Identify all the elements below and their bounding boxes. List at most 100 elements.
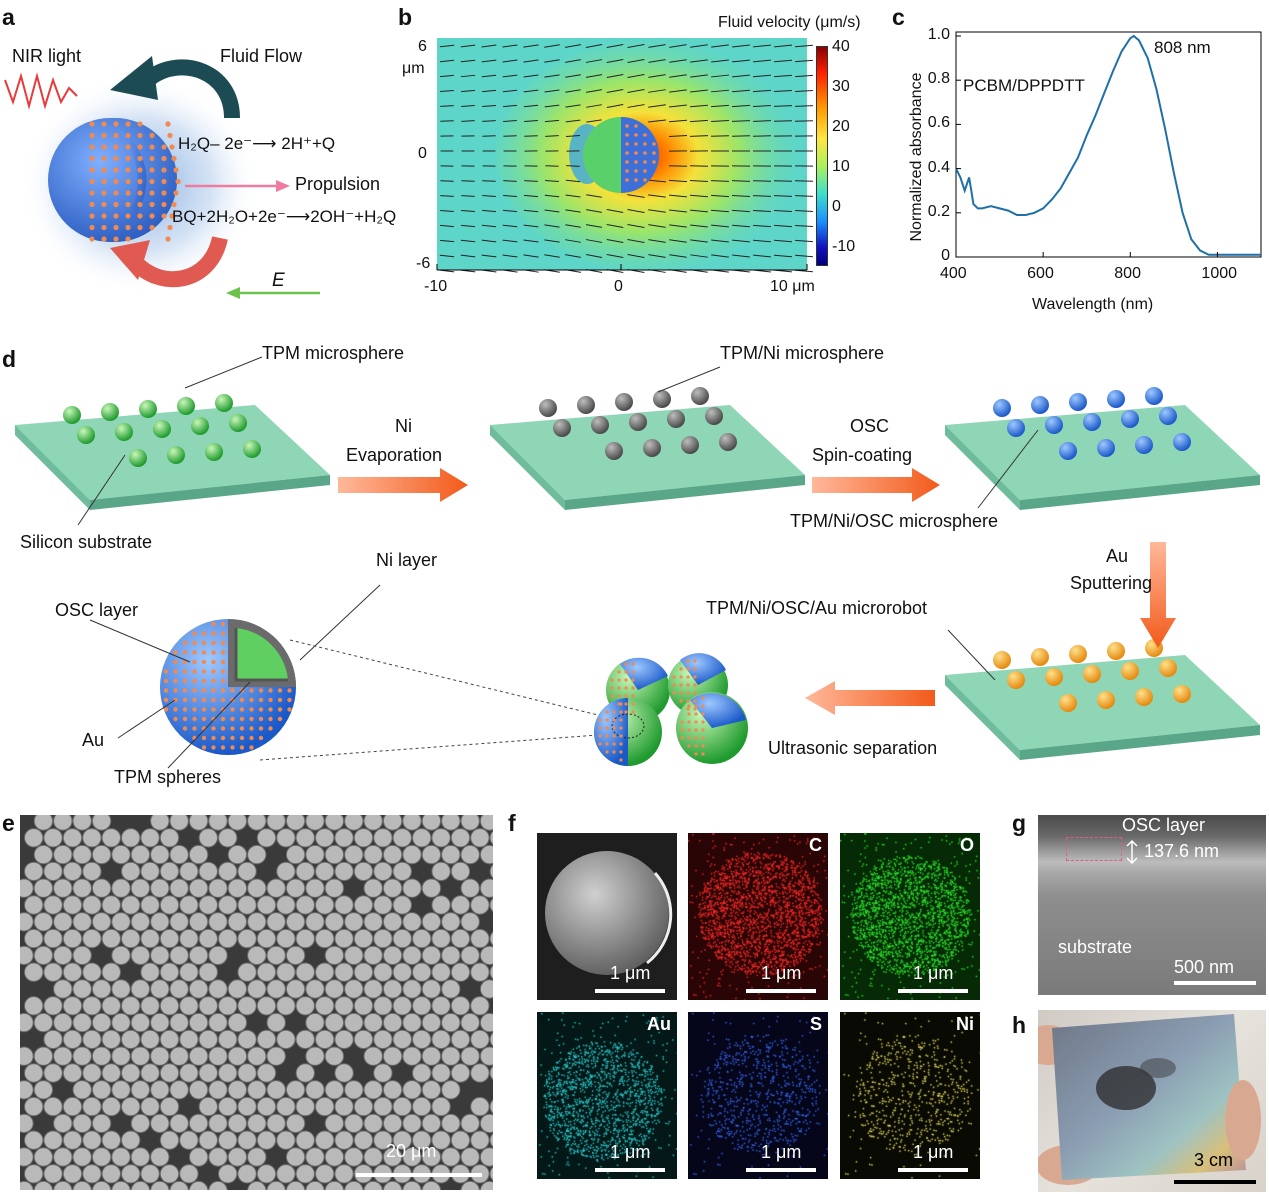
sem-cross-section: OSC layer 137.6 nm substrate 500 nm	[1038, 815, 1266, 995]
fluid-flow-arrow-top	[145, 59, 240, 119]
c-peak-label: 808 nm	[1154, 38, 1211, 57]
substrate-sphere	[1083, 665, 1101, 683]
f4-scale-label: 1 μm	[761, 1142, 802, 1162]
cutaway-sphere	[160, 619, 296, 755]
arrow-osc-spin	[812, 468, 940, 502]
substrate-sphere	[643, 439, 661, 457]
substrate-sphere	[1059, 442, 1077, 460]
substrate-sphere	[993, 651, 1011, 669]
c-ytick-label: 0.2	[927, 202, 950, 220]
substrate-sphere	[191, 417, 209, 435]
label-spin-coating-step: Spin-coating	[812, 445, 913, 465]
substrate-sphere	[1097, 691, 1115, 709]
e-scalebar	[356, 1173, 482, 1177]
substrate-sphere	[1107, 390, 1125, 408]
label-ultrasonic: Ultrasonic separation	[768, 738, 938, 758]
c-xlabel: Wavelength (nm)	[1032, 296, 1154, 313]
h-scalebar	[1174, 1180, 1256, 1184]
field-label: E	[272, 270, 285, 291]
f3-element: Au	[647, 1014, 671, 1034]
janus-cluster	[594, 653, 748, 766]
substrate-sphere	[229, 414, 247, 432]
label-osc-layer: OSC layer	[55, 600, 139, 620]
panel-label-d: d	[2, 346, 17, 372]
panel-label-g: g	[1012, 810, 1027, 836]
velocity-field-map	[437, 38, 814, 273]
eds-map-o: O 1 μm	[840, 833, 980, 1000]
arrow-au-sputter	[1140, 542, 1176, 648]
cbar-40: 40	[832, 38, 850, 55]
panel-label-a: a	[2, 4, 15, 30]
substrate-sphere	[167, 446, 185, 464]
substrate-sphere	[115, 423, 133, 441]
substrate-sphere	[205, 443, 223, 461]
f5-scalebar	[898, 1168, 968, 1172]
label-silicon-substrate: Silicon substrate	[20, 532, 153, 552]
f1-scalebar	[746, 989, 816, 993]
substrate-sphere	[153, 420, 171, 438]
panel-label-e: e	[2, 810, 15, 836]
g-scalebar	[1174, 981, 1256, 985]
c-xtick-label: 400	[940, 265, 967, 282]
panel-label-c: c	[892, 4, 905, 30]
fabrication-schematic	[15, 356, 1260, 769]
b-xtick-10: 10 μm	[770, 278, 815, 295]
substrate-sphere	[1007, 671, 1025, 689]
label-tpm-spheres: TPM spheres	[114, 767, 222, 787]
sem-image-e: 20 μm	[20, 815, 493, 1190]
f2-scale-label: 1 μm	[913, 963, 954, 983]
panel-label-f: f	[508, 810, 516, 836]
janus-blue-half	[48, 118, 177, 242]
label-evaporation-step: Evaporation	[346, 445, 443, 465]
substrate-sphere	[1031, 396, 1049, 414]
f5-element: Ni	[956, 1014, 974, 1034]
photo-device: 3 cm	[1038, 1010, 1266, 1192]
f1-element: C	[809, 835, 822, 855]
fluid-flow-label: Fluid Flow	[220, 46, 303, 66]
c-ytick-label: 0.4	[927, 158, 950, 176]
oxidation-reaction: H₂Q– 2e⁻⟶ 2H⁺+Q	[178, 134, 336, 153]
f4-scalebar	[746, 1168, 816, 1172]
substrate-sphere	[1069, 393, 1087, 411]
substrate-sphere	[1135, 688, 1153, 706]
cbar-10: 10	[832, 158, 850, 175]
substrate-sphere	[1173, 685, 1191, 703]
panel-label-h: h	[1012, 1012, 1027, 1038]
b-ytick-0: 0	[418, 145, 427, 162]
substrate-sphere	[129, 449, 147, 467]
label-tpm-ni-osc: TPM/Ni/OSC microsphere	[790, 511, 999, 531]
substrate-sphere	[215, 394, 233, 412]
substrate-sphere	[1159, 407, 1177, 425]
substrate-sphere	[667, 410, 685, 428]
f2-element: O	[959, 835, 974, 855]
substrate-sphere	[591, 416, 609, 434]
substrate-sphere	[77, 426, 95, 444]
h-scale-label: 3 cm	[1194, 1150, 1234, 1170]
substrate-sphere	[1045, 668, 1063, 686]
substrate-sphere	[139, 400, 157, 418]
f2-scalebar	[898, 989, 968, 993]
reduction-reaction: BQ+2H₂O+2e⁻⟶2OH⁻+H₂Q	[172, 207, 397, 226]
label-microrobot: TPM/Ni/OSC/Au microrobot	[706, 598, 928, 618]
g-osc-label: OSC layer	[1122, 815, 1206, 835]
substrate-sphere	[1121, 662, 1139, 680]
f5-scale-label: 1 μm	[913, 1142, 954, 1162]
absorbance-series-line	[955, 34, 1261, 256]
absorbance-chart	[955, 31, 1262, 258]
fluid-flow-arrow-bottom	[129, 235, 228, 288]
substrate-sphere	[1145, 387, 1163, 405]
substrate-sphere	[539, 399, 557, 417]
f3-scale-label: 1 μm	[610, 1142, 651, 1162]
substrate-sphere	[577, 396, 595, 414]
substrate-sphere	[1173, 433, 1191, 451]
c-xtick-label: 1000	[1201, 265, 1238, 282]
substrate-sphere	[1107, 642, 1125, 660]
c-ytick-label: 0.8	[927, 70, 950, 88]
panel-a-illustration	[4, 56, 320, 299]
c-ytick-label: 0	[941, 247, 950, 264]
eds-map-c: C 1 μm	[688, 833, 828, 1000]
f0-scale-label: 1 μm	[610, 963, 651, 983]
b-xtick-0: 0	[614, 278, 623, 295]
nir-light-label: NIR light	[12, 46, 82, 66]
f4-element: S	[809, 1014, 822, 1034]
